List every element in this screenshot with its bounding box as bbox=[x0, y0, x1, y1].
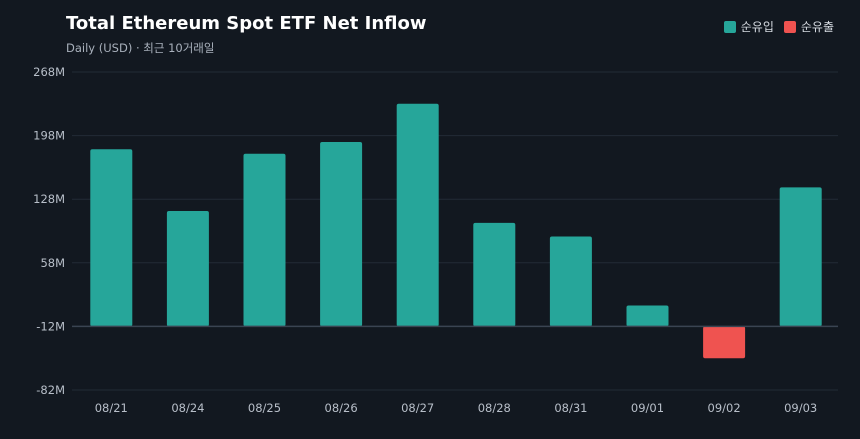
x-tick-label: 09/03 bbox=[784, 401, 817, 415]
legend-item-outflow[interactable]: 순유출 bbox=[783, 18, 834, 35]
y-tick-label: -82M bbox=[36, 383, 65, 397]
bar-08-25[interactable] bbox=[243, 153, 286, 327]
x-tick-label: 08/27 bbox=[401, 401, 434, 415]
y-tick-label: 128M bbox=[33, 192, 65, 206]
bar-08-31[interactable] bbox=[549, 236, 592, 327]
chart-title: Total Ethereum Spot ETF Net Inflow bbox=[66, 13, 427, 34]
x-axis: 08/21 08/24 08/25 08/26 08/27 08/28 08/31 09/01… bbox=[95, 401, 818, 415]
chart-subtitle: Daily (USD) · 최근 10거래일 bbox=[66, 41, 215, 55]
y-tick-label: 268M bbox=[33, 65, 65, 79]
x-tick-label: 08/21 bbox=[95, 401, 128, 415]
y-axis: 268M 198M 128M 58M -12M -82M bbox=[33, 65, 65, 397]
x-tick-label: 08/31 bbox=[554, 401, 587, 415]
x-tick-label: 08/25 bbox=[248, 401, 281, 415]
bar-09-02[interactable] bbox=[703, 326, 746, 359]
legend-label-inflow: 순유입 bbox=[740, 20, 774, 34]
x-tick-label: 08/24 bbox=[171, 401, 204, 415]
y-tick-label: -12M bbox=[36, 319, 65, 333]
bar-08-26[interactable] bbox=[320, 141, 363, 327]
bar-09-03[interactable] bbox=[779, 187, 822, 327]
x-tick-label: 09/01 bbox=[631, 401, 664, 415]
bar-08-27[interactable] bbox=[396, 103, 439, 327]
legend-item-inflow[interactable]: 순유입 bbox=[723, 18, 774, 35]
legend-swatch-outflow bbox=[783, 20, 796, 33]
legend-label-outflow: 순유출 bbox=[800, 20, 834, 34]
x-tick-label: 08/26 bbox=[325, 401, 358, 415]
y-tick-label: 58M bbox=[40, 256, 65, 270]
bars bbox=[90, 103, 822, 359]
bar-08-24[interactable] bbox=[166, 211, 209, 327]
bar-09-01[interactable] bbox=[626, 305, 669, 327]
x-tick-label: 09/02 bbox=[708, 401, 741, 415]
x-tick-label: 08/28 bbox=[478, 401, 511, 415]
bar-08-28[interactable] bbox=[473, 222, 516, 327]
y-tick-label: 198M bbox=[33, 129, 65, 143]
legend-swatch-inflow bbox=[723, 20, 736, 33]
chart-legend: 순유입 순유출 bbox=[723, 18, 834, 35]
bar-08-21[interactable] bbox=[90, 149, 133, 327]
